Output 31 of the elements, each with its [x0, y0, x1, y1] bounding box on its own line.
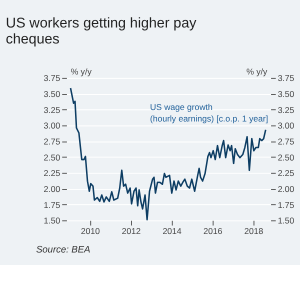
y2-tick-label: 2.50: [278, 152, 295, 162]
y-tick-label: 2.00: [44, 184, 61, 194]
y2-tick-label: 3.25: [278, 104, 295, 115]
y-tick-label: 1.50: [44, 216, 61, 226]
y2-tick-label: 1.75: [278, 200, 295, 210]
line-series: [70, 87, 266, 220]
chart-title: US workers getting higher pay cheques: [6, 16, 198, 48]
y2-tick-label: 3.75: [278, 73, 295, 84]
y-tick-label: 2.75: [44, 136, 61, 147]
y-tick-label: 2.50: [44, 152, 61, 162]
x-tick-label: 2010: [80, 226, 100, 236]
y-tick-label: 1.75: [44, 200, 61, 210]
x-tick-label: 2018: [244, 226, 264, 236]
y-tick-label: 3.25: [44, 104, 61, 115]
y2-tick-label: 1.50: [278, 216, 295, 226]
y2-axis-title: % y/y: [246, 66, 268, 77]
y2-tick-label: 2.75: [278, 136, 295, 147]
y2-tick-label: 2.25: [278, 168, 295, 178]
x-tick-label: 2012: [122, 226, 141, 236]
y-tick-label: 3.75: [44, 73, 61, 84]
y2-tick-label: 2.00: [278, 184, 295, 194]
y-axis-title: % y/y: [70, 66, 92, 77]
y-tick-label: 3.00: [44, 120, 61, 131]
y2-tick-label: 3.00: [278, 120, 295, 131]
series-label: US wage growth (hourly earnings) [c.o.p. 1 year]: [150, 102, 268, 124]
y-tick-label: 2.25: [44, 168, 61, 178]
x-tick-label: 2016: [203, 226, 223, 236]
x-tick-label: 2014: [162, 226, 182, 236]
y-tick-label: 3.50: [44, 89, 61, 100]
source-note: Source: BEA: [36, 244, 90, 256]
y2-tick-label: 3.50: [278, 89, 295, 100]
